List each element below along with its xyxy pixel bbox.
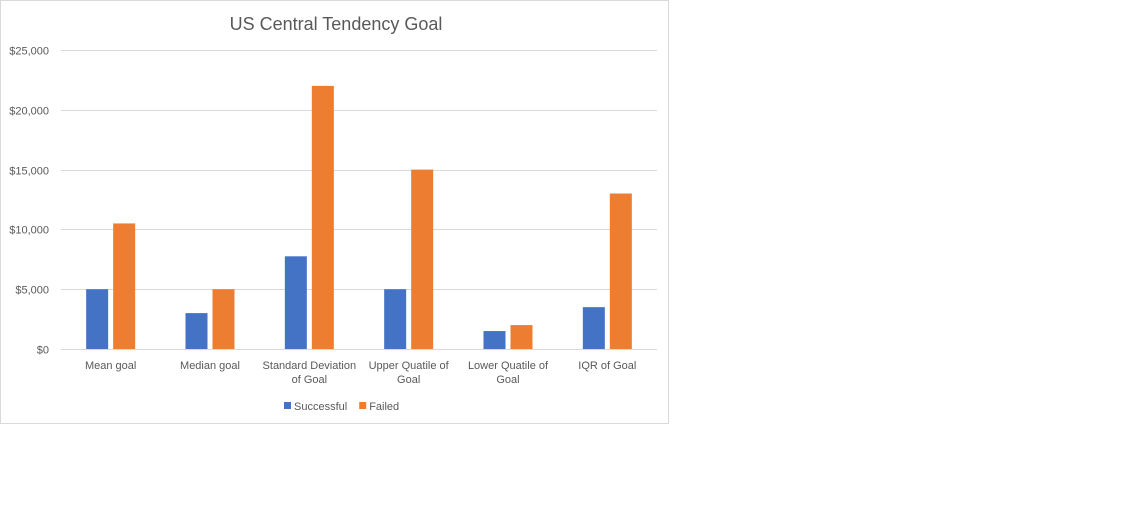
legend-swatch [284,402,291,409]
x-category-label: Mean goal [85,360,136,372]
x-category-label: IQR of Goal [578,360,636,372]
y-tick-label: $25,000 [9,46,49,58]
bar-chart: US Central Tendency Goal $0 $5,000 $10,000… [9,14,657,413]
bar-failed [510,325,533,349]
chart-area: US Central Tendency Goal $0 $5,000 $10,000… [0,0,669,424]
bar-successful [483,331,506,349]
x-category-label: Lower Quatile of Goal [468,360,549,386]
y-tick-label: $5,000 [15,285,49,297]
bar-failed [609,193,632,349]
bar-successful [384,289,407,349]
y-tick-label: $0 [37,345,49,357]
legend: Successful Failed [284,401,399,413]
y-tick-label: $15,000 [9,166,49,178]
bar-failed [311,85,334,349]
bar-successful [185,313,208,349]
bar-successful [284,256,307,349]
bar-failed [113,223,136,349]
x-axis-categories: Mean goal Median goal Standard Deviation of… [85,360,636,386]
legend-swatch [359,402,367,409]
y-axis-ticks: $0 $5,000 $10,000 $15,000 $20,000 $25,000 [9,46,49,357]
bar-successful [582,307,605,349]
gridlines [61,50,657,350]
legend-label: Failed [369,401,399,413]
bars [86,85,632,349]
x-category-label: Standard Deviation of Goal [263,360,357,386]
y-tick-label: $20,000 [9,106,49,118]
bar-successful [86,289,109,349]
bar-failed [212,289,235,349]
legend-label: Successful [294,401,347,413]
bar-failed [411,169,434,349]
x-category-label: Median goal [180,360,240,372]
x-category-label: Upper Quatile of Goal [369,360,450,386]
chart-title: US Central Tendency Goal [230,14,443,34]
y-tick-label: $10,000 [9,225,49,237]
